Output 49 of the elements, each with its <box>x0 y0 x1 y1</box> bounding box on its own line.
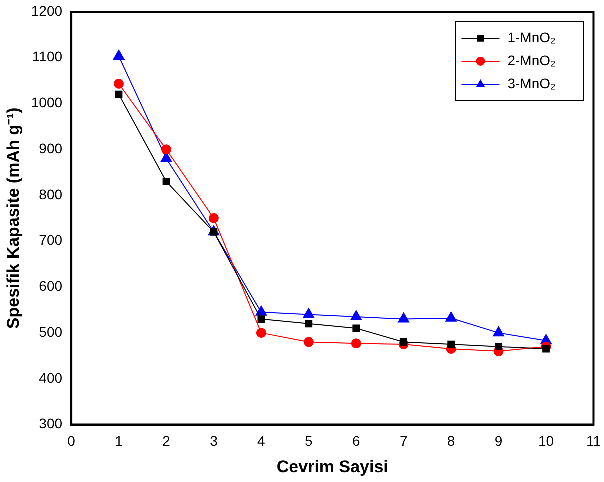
x-tick-label: 1 <box>115 433 124 450</box>
y-tick-label: 1000 <box>31 94 63 111</box>
y-tick-label: 300 <box>39 416 63 432</box>
point <box>400 338 408 346</box>
point <box>256 328 266 338</box>
x-tick-label: 0 <box>68 433 76 450</box>
point <box>113 50 125 60</box>
x-axis-title: Cevrim Sayisi <box>276 457 388 476</box>
legend-label: 1-MnO₂ <box>508 29 556 46</box>
y-axis-title: Spesifik Kapasite (mAh g⁻¹) <box>4 108 23 330</box>
x-tick-label: 9 <box>494 433 503 450</box>
legend-label: 2-MnO₂ <box>508 52 556 68</box>
y-tick-label: 600 <box>39 278 63 294</box>
x-tick-label: 4 <box>258 433 266 450</box>
x-tick-label: 5 <box>305 433 314 450</box>
y-tick-label: 500 <box>39 324 63 340</box>
point <box>305 320 313 328</box>
point <box>258 316 266 323</box>
point <box>115 90 123 98</box>
point <box>304 337 314 348</box>
point <box>398 312 410 323</box>
x-tick-label: 6 <box>352 433 360 450</box>
point <box>208 213 219 224</box>
point <box>256 306 268 316</box>
point <box>350 310 362 321</box>
point <box>351 338 362 349</box>
point <box>542 345 550 353</box>
y-tick-label: 700 <box>39 232 63 248</box>
x-tick-label: 10 <box>538 433 554 450</box>
legend-label: 3-MnO₂ <box>508 75 556 92</box>
y-tick-label: 900 <box>39 140 63 156</box>
point <box>114 79 124 90</box>
x-tick-label: 11 <box>586 433 602 450</box>
point <box>303 308 315 318</box>
x-tick-label: 3 <box>210 433 218 450</box>
point <box>448 340 455 348</box>
x-tick-label: 7 <box>400 433 408 450</box>
point <box>352 324 360 332</box>
point <box>495 343 502 351</box>
point <box>493 326 504 337</box>
point <box>446 312 458 322</box>
y-tick-label: 1100 <box>32 48 63 65</box>
y-tick-label: 800 <box>39 186 63 202</box>
point <box>162 178 170 186</box>
x-tick-label: 8 <box>447 433 456 450</box>
y-tick-label: 1200 <box>31 2 63 19</box>
x-tick-label: 2 <box>162 433 171 450</box>
y-tick-label: 400 <box>39 370 63 386</box>
point <box>161 144 172 155</box>
